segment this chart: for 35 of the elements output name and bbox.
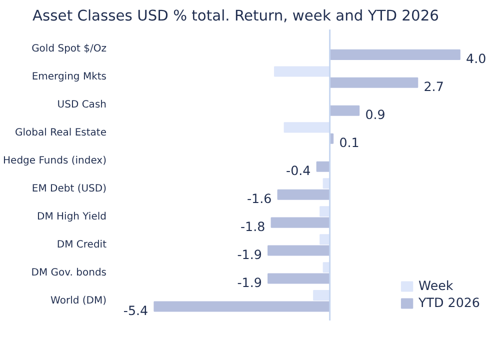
y-tick-label: Emerging Mkts <box>32 72 106 83</box>
bar <box>329 49 460 60</box>
data-label: 0.9 <box>365 107 386 122</box>
data-label: 0.1 <box>339 134 360 150</box>
legend-label: Week <box>418 278 454 293</box>
bar <box>316 161 330 172</box>
data-label: -1.9 <box>237 274 262 290</box>
bar <box>329 77 418 88</box>
data-label: 4.0 <box>466 51 486 66</box>
data-label: -1.8 <box>240 218 266 234</box>
y-tick-label: Global Real Estate <box>15 128 107 139</box>
legend-label: YTD 2026 <box>418 295 480 310</box>
bar <box>154 301 330 312</box>
bar <box>284 122 330 133</box>
y-tick-label: USD Cash <box>57 100 107 111</box>
bar <box>274 66 330 77</box>
y-tick-label: DM Credit <box>56 239 107 250</box>
bar <box>270 217 330 228</box>
y-tick-label: DM Gov. bonds <box>31 267 106 278</box>
bar <box>268 273 330 284</box>
data-label: 2.7 <box>424 79 444 94</box>
y-tick-label: DM High Yield <box>37 211 107 222</box>
data-label: -1.6 <box>246 190 272 206</box>
data-label: -0.4 <box>286 162 311 178</box>
y-tick-label: Gold Spot $/Oz <box>32 44 106 55</box>
data-label: -5.4 <box>123 302 148 318</box>
bar <box>313 290 330 301</box>
y-tick-label: World (DM) <box>50 295 107 306</box>
bar <box>277 189 330 200</box>
data-label: -1.9 <box>237 246 262 262</box>
y-tick-label: Hedge Funds (index) <box>3 156 107 167</box>
bar <box>329 105 360 116</box>
y-tick-label: EM Debt (USD) <box>32 183 107 194</box>
bar <box>268 245 330 256</box>
chart-title: Asset Classes USD % total. Return, week and YTD 2026 <box>32 8 439 24</box>
